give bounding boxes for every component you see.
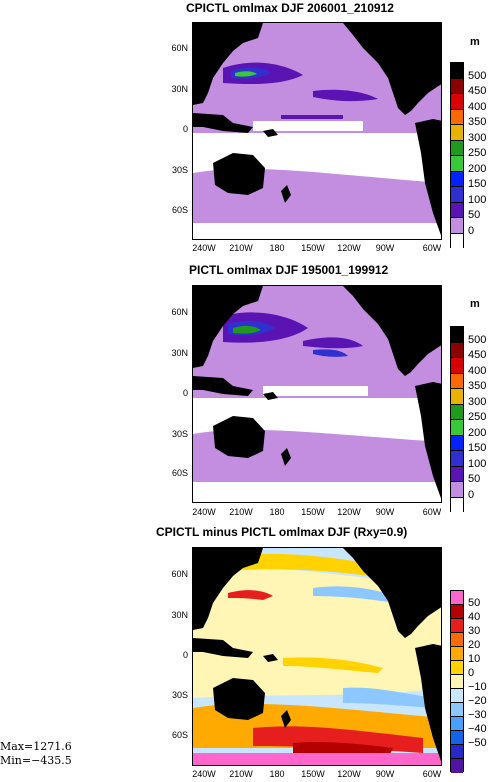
colorbar-label: 450 [468, 85, 487, 97]
colorbar-label: 300 [468, 132, 487, 144]
lon-tick: 180 [269, 507, 285, 517]
lon-tick: 150W [301, 769, 325, 779]
lon-tick: 120W [337, 769, 361, 779]
lon-tick: 90W [375, 507, 395, 517]
colorbar-label: 400 [468, 101, 487, 113]
lon-tick: 120W [337, 507, 361, 517]
colorbar-label: 50 [468, 597, 481, 609]
lon-tick: 240W [192, 769, 216, 779]
colorbar-label: 400 [468, 365, 487, 377]
colorbar [450, 590, 464, 773]
panel-difference: CPICTL minus PICTL omlmax DJF (Rxy=0.9) … [0, 524, 497, 782]
lat-tick: 30S [171, 165, 188, 175]
lon-tick: 90W [375, 243, 395, 253]
lon-tick: 240W [192, 243, 216, 253]
lat-tick: 60S [171, 205, 188, 215]
colorbar-label: 200 [468, 427, 487, 439]
colorbar-label: 50 [468, 209, 481, 221]
lat-tick: 30S [171, 429, 188, 439]
colorbar [450, 326, 464, 513]
lat-tick: 30N [171, 610, 188, 620]
stat-min: Min=−435.5 [0, 754, 72, 767]
lon-tick: 180 [269, 243, 285, 253]
colorbar-label: 500 [468, 70, 487, 82]
lon-tick: 60W [422, 769, 442, 779]
lon-tick: 150W [301, 243, 325, 253]
panel-title: CPICTL minus PICTL omlmax DJF (Rxy=0.9) [156, 525, 408, 539]
colorbar-label: −30 [468, 709, 487, 721]
colorbar-label: −20 [468, 695, 487, 707]
colorbar-label: 250 [468, 411, 487, 423]
lat-tick: 60N [171, 43, 188, 53]
lon-tick: 210W [229, 769, 253, 779]
lat-tick: 60N [171, 307, 188, 317]
lat-tick: 60S [171, 730, 188, 740]
unit-label: m [470, 298, 480, 310]
colorbar-label: 50 [468, 473, 481, 485]
lat-tick: 30N [171, 84, 188, 94]
colorbar-label: 450 [468, 349, 487, 361]
lon-tick: 150W [301, 507, 325, 517]
lon-tick: 180 [269, 769, 285, 779]
colorbar-label: 10 [468, 653, 481, 665]
colorbar-label: 350 [468, 116, 487, 128]
lon-tick: 60W [422, 243, 442, 253]
lon-tick: 90W [375, 769, 395, 779]
panel-title: CPICTL omlmax DJF 206001_210912 [186, 1, 394, 15]
colorbar-label: −40 [468, 723, 487, 735]
lat-tick: 30N [171, 348, 188, 358]
colorbar-label: 300 [468, 396, 487, 408]
colorbar-label: 0 [468, 225, 475, 237]
panel-title: PICTL omlmax DJF 195001_199912 [189, 263, 389, 277]
colorbar-label: 100 [468, 458, 487, 470]
lat-tick: 0 [182, 124, 188, 134]
lon-tick: 60W [422, 507, 442, 517]
colorbar-label: 100 [468, 194, 487, 206]
map-plot [192, 285, 442, 503]
colorbar-label: 40 [468, 611, 481, 623]
colorbar-label: 500 [468, 334, 487, 346]
colorbar-label: 200 [468, 163, 487, 175]
colorbar-label: 0 [468, 667, 475, 679]
lon-tick: 240W [192, 507, 216, 517]
colorbar-label: 30 [468, 625, 481, 637]
colorbar-label: 20 [468, 639, 481, 651]
lat-tick: 60N [171, 569, 188, 579]
colorbar-label: 0 [468, 489, 475, 501]
colorbar-label: 350 [468, 380, 487, 392]
colorbar-label: 250 [468, 147, 487, 159]
unit-label: m [470, 36, 480, 48]
lat-tick: 0 [182, 650, 188, 660]
panel-pictl: PICTL omlmax DJF 195001_199912 60N 30N [0, 262, 497, 522]
lat-tick: 0 [182, 388, 188, 398]
stat-max: Max=1271.6 [0, 740, 72, 753]
lon-tick: 210W [229, 243, 253, 253]
map-plot [192, 547, 442, 766]
map-plot [192, 22, 442, 240]
lat-tick: 30S [171, 690, 188, 700]
lat-tick: 60S [171, 468, 188, 478]
colorbar-label: 150 [468, 178, 487, 190]
panel-cpictl: CPICTL omlmax DJF 206001_210912 [0, 0, 497, 260]
colorbar-label: 150 [468, 442, 487, 454]
colorbar-label: −10 [468, 681, 487, 693]
colorbar-label: −50 [468, 737, 487, 749]
colorbar [450, 62, 464, 249]
lon-tick: 210W [229, 507, 253, 517]
lon-tick: 120W [337, 243, 361, 253]
